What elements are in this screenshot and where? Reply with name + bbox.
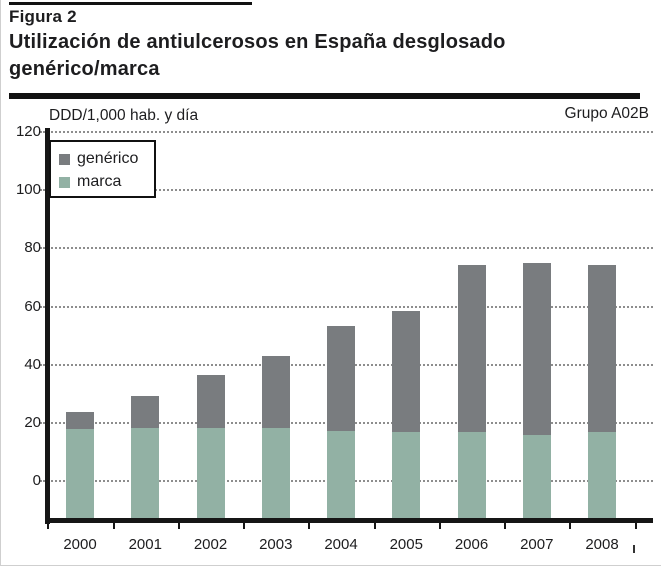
x-axis-tick-4 — [308, 523, 311, 529]
figure-number: Figura 2 — [9, 7, 77, 26]
x-axis-tick-2 — [177, 523, 180, 529]
y-tick-label-100: 100 — [15, 181, 41, 199]
bar-generico-2001 — [131, 395, 160, 428]
bar-generico-2008 — [588, 264, 616, 432]
title-divider-rule — [9, 93, 640, 99]
bar-marca-2004 — [327, 430, 355, 518]
x-tick-label-2006: 2006 — [454, 536, 489, 553]
gridline-y60 — [40, 305, 653, 308]
x-axis-tick-0 — [47, 523, 50, 529]
x-axis-tick-5 — [373, 523, 376, 529]
y-tick-label-80: 80 — [24, 239, 41, 257]
bar-marca-2008 — [588, 432, 616, 518]
bar-generico-2005 — [392, 311, 421, 432]
bar-marca-2006 — [457, 432, 486, 518]
y-tick-label-60: 60 — [24, 297, 41, 315]
x-tick-label-2004: 2004 — [324, 536, 358, 553]
generico-swatch-icon — [59, 153, 70, 165]
x-tick-label-2005: 2005 — [389, 536, 423, 553]
legend-label-marca: marca — [77, 173, 122, 190]
y-axis-unit-label: DDD/1,000 hab. y día — [49, 107, 199, 124]
x-axis-tick-7 — [504, 523, 507, 529]
x-axis-tick-1 — [112, 523, 115, 529]
x-axis-tick-8 — [569, 523, 572, 529]
bar-generico-2006 — [457, 264, 486, 432]
x-tick-label-2002: 2002 — [193, 536, 228, 553]
atc-group-label: Grupo A02B — [564, 105, 649, 122]
x-axis-tick-3 — [243, 523, 246, 529]
y-tick-label-120: 120 — [15, 123, 41, 140]
x-tick-label-2007: 2007 — [520, 536, 554, 553]
top-rule — [9, 2, 252, 5]
x-tick-label-2000: 2000 — [63, 536, 97, 553]
stray-tick-mark — [633, 545, 635, 553]
x-tick-label-2003: 2003 — [259, 536, 293, 553]
marca-swatch-icon — [59, 176, 70, 188]
bar-marca-2005 — [392, 432, 421, 518]
figure-title-line2: genérico/marca — [9, 58, 160, 80]
x-axis-line — [45, 518, 653, 523]
bar-generico-2007 — [522, 263, 551, 435]
x-tick-label-2001: 2001 — [128, 536, 162, 553]
bar-marca-2001 — [131, 427, 160, 518]
y-tick-label-40: 40 — [24, 355, 41, 373]
bar-generico-2000 — [66, 411, 94, 430]
bar-marca-2000 — [66, 429, 94, 518]
legend-item-generico: genérico — [59, 150, 139, 167]
bar-marca-2002 — [196, 427, 225, 518]
y-tick-label-0: 0 — [32, 472, 41, 489]
chart-legend: genérico marca — [49, 140, 156, 198]
bar-generico-2003 — [261, 356, 290, 428]
gridline-y100 — [40, 189, 653, 192]
bar-generico-2004 — [327, 325, 355, 431]
legend-label-generico: genérico — [77, 150, 139, 167]
x-axis-tick-6 — [438, 523, 441, 529]
gridline-y80 — [40, 247, 653, 250]
bar-generico-2002 — [196, 375, 225, 428]
bar-marca-2007 — [522, 434, 551, 518]
legend-item-marca: marca — [59, 173, 122, 190]
y-tick-label-20: 20 — [24, 413, 41, 431]
bar-marca-2003 — [261, 427, 290, 518]
gridline-y120 — [40, 131, 653, 133]
x-axis-tick-9 — [634, 523, 637, 529]
figure-title-line1: Utilización de antiulcerosos en España d… — [9, 31, 506, 53]
x-tick-label-2008: 2008 — [585, 536, 619, 553]
y-axis-line — [45, 128, 50, 524]
